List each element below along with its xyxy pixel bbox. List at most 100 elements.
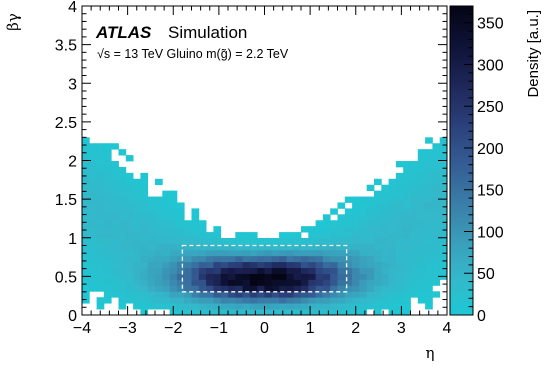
heatmap-cell [322,267,331,274]
heatmap-cell [330,291,338,298]
heatmap-cell [89,249,97,257]
colorbar-segment [450,266,473,270]
heatmap-cell [103,243,112,251]
heatmap-cell [257,279,265,286]
heatmap-cell [264,238,273,245]
heatmap-cell [125,178,134,186]
heatmap-cell [417,202,426,209]
heatmap-cell [395,232,404,239]
heatmap-cell [315,232,324,239]
heatmap-cell [432,220,441,227]
heatmap-cell [257,238,265,245]
heatmap-cell [235,243,243,251]
heatmap-cell [147,267,156,274]
heatmap-cell [198,273,207,280]
heatmap-cell [388,226,397,233]
heatmap-cell [301,226,309,233]
heatmap-cell [235,291,243,298]
heatmap-cell [191,291,200,298]
heatmap-cell [111,273,119,280]
heatmap-cell [111,232,119,239]
heatmap-cell [125,243,134,251]
heatmap-cell [417,255,426,263]
heatmap-cell [417,184,426,192]
colorbar-segment [450,165,473,169]
heatmap-cell [96,149,105,156]
x-tick-label: −4 [73,320,91,337]
heatmap-cell [191,243,200,251]
heatmap-cell [191,267,200,274]
heatmap-cell [410,184,419,192]
heatmap-cell [103,285,112,292]
heatmap-cell [155,243,163,251]
heatmap-cell [301,279,309,286]
heatmap-cell [155,303,163,310]
heatmap-cell [89,208,97,215]
heatmap-cell [140,261,149,269]
heatmap-cell [381,232,389,239]
heatmap-cell [206,238,214,245]
heatmap-cell [133,261,141,269]
heatmap-cell [425,190,433,197]
colorbar-segment [450,101,473,105]
heatmap-cell [206,255,214,263]
heatmap-cell [133,243,141,251]
heatmap-cell [133,220,141,227]
colorbar-segment [450,248,473,252]
heatmap-cell [89,214,97,221]
heatmap-cell [220,255,229,263]
heatmap-cell [366,243,375,251]
heatmap-cell [118,214,127,221]
heatmap-cell [410,267,419,274]
heatmap-cell [293,297,302,304]
heatmap-cell [103,178,112,186]
heatmap-cell [366,303,375,310]
heatmap-cell [257,285,265,292]
heatmap-cell [111,255,119,263]
heatmap-cell [198,279,207,286]
heatmap-cell [155,291,163,298]
heatmap-cell [388,285,397,292]
heatmap-cell [140,190,149,197]
heatmap-cell [162,226,170,233]
colorbar-segment [450,70,473,74]
heatmap-cell [162,214,170,221]
heatmap-cell [242,238,251,245]
colorbar-segment [450,286,473,290]
heatmap-cell [96,172,105,180]
heatmap-cell [301,243,309,251]
heatmap-cell [198,261,207,269]
heatmap-cell [96,243,105,251]
heatmap-cell [293,273,302,280]
heatmap-cell [133,232,141,239]
heatmap-cell [293,309,302,316]
heatmap-cell [403,172,411,180]
heatmap-cell [228,273,236,280]
heatmap-cell [425,149,433,156]
heatmap-cell [140,178,149,186]
heatmap-cell [111,285,119,292]
heatmap-cell [96,226,105,233]
heatmap-cell [155,232,163,239]
heatmap-cell [220,279,229,286]
heatmap-cell [352,238,360,245]
heatmap-cell [111,172,119,180]
heatmap-cell [279,273,287,280]
heatmap-cell [96,143,105,150]
heatmap-cell [184,279,192,286]
heatmap-cell [410,273,419,280]
heatmap-cell [242,279,251,286]
heatmap-cell [417,249,426,257]
simulation-label: Simulation [168,23,247,42]
heatmap-cell [403,190,411,197]
colorbar-title: Density [a.u.] [525,10,542,98]
heatmap-cell [169,208,178,215]
heatmap-cell [220,238,229,245]
heatmap-cell [264,255,273,263]
colorbar-segment [450,240,473,244]
heatmap-cell [439,137,448,144]
heatmap-cell [315,220,324,227]
heatmap-cell [344,309,353,316]
heatmap-cell [315,291,324,298]
heatmap-cell [410,255,419,263]
